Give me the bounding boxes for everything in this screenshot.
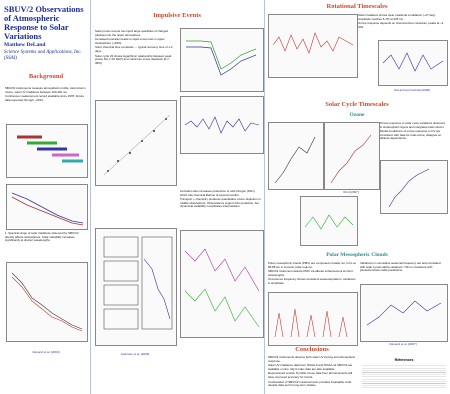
figure	[360, 284, 448, 342]
section-heading: Solar Cycle Timescales	[325, 101, 389, 108]
bullet: Solar irradiance shows clear rotational …	[358, 13, 436, 21]
citation: DeLand et al. [2007]	[389, 342, 417, 346]
bullet-list: Solar irradiance shows clear rotational …	[358, 13, 446, 30]
author: Matthew DeLand	[4, 42, 46, 48]
bullet: Ozone response to solar cycle variations…	[380, 121, 445, 129]
figure	[268, 122, 324, 190]
subsection-heading: Ozone	[349, 112, 365, 118]
bullet: Ionization also increases production of …	[180, 189, 256, 197]
bullet: Solar UV irradiance data from NOAA-9 and…	[268, 363, 353, 371]
figure	[6, 262, 88, 342]
caption: 1. Spectral range of solar irradiance ob…	[5, 231, 79, 242]
bullet: Polar mesospheric clouds (PMC) are compo…	[268, 261, 356, 269]
reference-list	[362, 364, 446, 390]
bullet: Increased ionization leads to rapid ozon…	[95, 37, 165, 45]
bullet: Continuous measurement record available …	[5, 94, 85, 102]
bullet: Variations in cumulative seasonal freque…	[360, 261, 441, 272]
figure	[6, 184, 88, 230]
bullet-list: Variations in cumulative seasonal freque…	[360, 261, 446, 274]
figure	[95, 100, 177, 186]
bullet: Occurrence frequency shows consistent se…	[268, 277, 356, 285]
figure	[6, 124, 88, 178]
divider	[264, 0, 265, 394]
poster-title: SBUV/2 Observations of Atmospheric Respo…	[4, 4, 84, 41]
section-heading: Conclusions	[295, 346, 329, 353]
bullet: Solar cycle 23 shows logarithmic relatio…	[95, 53, 172, 65]
figure	[380, 160, 448, 214]
citation: Jackman et al. [2005]	[120, 352, 150, 356]
citation: DeLand et al. [2004]	[32, 350, 60, 354]
subsection-heading: Polar Mesospheric Clouds	[326, 252, 388, 258]
section-heading: Rotational Timescales	[326, 3, 388, 10]
figure	[268, 292, 358, 346]
bullet: Continuation of SBUV/2 measurements prov…	[268, 379, 352, 388]
bullet: Short chemical time constants → typical …	[95, 45, 173, 53]
bullet-list: SBUV/2 instruments measure atmospheric p…	[5, 86, 87, 103]
figure	[180, 28, 264, 92]
bullet: Ozone response depends on chemical time …	[358, 21, 444, 29]
citation: Rind [2007]	[343, 190, 359, 194]
bullet: Solar proton events can inject large qua…	[95, 29, 168, 37]
bullet-list: Polar mesospheric clouds (PMC) are compo…	[268, 261, 356, 287]
bullet: Transport + chemistry produces quantitat…	[180, 197, 261, 209]
bullet: Model predictions of ozone response to U…	[380, 129, 442, 141]
figure	[324, 122, 380, 190]
section-heading: Background	[28, 73, 64, 80]
figure	[268, 14, 358, 78]
bullet-list: Solar proton events can inject large qua…	[95, 29, 177, 66]
figure	[180, 96, 264, 154]
figure	[95, 228, 177, 346]
citation: DeLand and Cebula [2008]	[394, 88, 430, 92]
bullet: SBUV/2 instrument detects PMC via albedo…	[268, 269, 353, 277]
bullet: Reprocessed version 8 profile ozone data…	[268, 371, 353, 379]
affiliation: Science Systems and Applications, Inc. (…	[4, 50, 82, 61]
bullet: SBUV/2 instruments observe both solar UV…	[268, 355, 356, 363]
figure	[378, 40, 448, 86]
bullet-list: Ozone response to solar cycle variations…	[380, 121, 446, 142]
bullet-list: Ionization also increases production of …	[180, 189, 262, 210]
bullet: SBUV/2 instruments measure atmospheric p…	[5, 86, 86, 94]
references-heading: References	[394, 358, 414, 362]
section-heading: Impulsive Events	[153, 12, 201, 19]
divider	[90, 0, 91, 394]
figure	[180, 230, 264, 338]
bullet-list: SBUV/2 instruments observe both solar UV…	[268, 355, 358, 389]
figure	[300, 196, 358, 246]
